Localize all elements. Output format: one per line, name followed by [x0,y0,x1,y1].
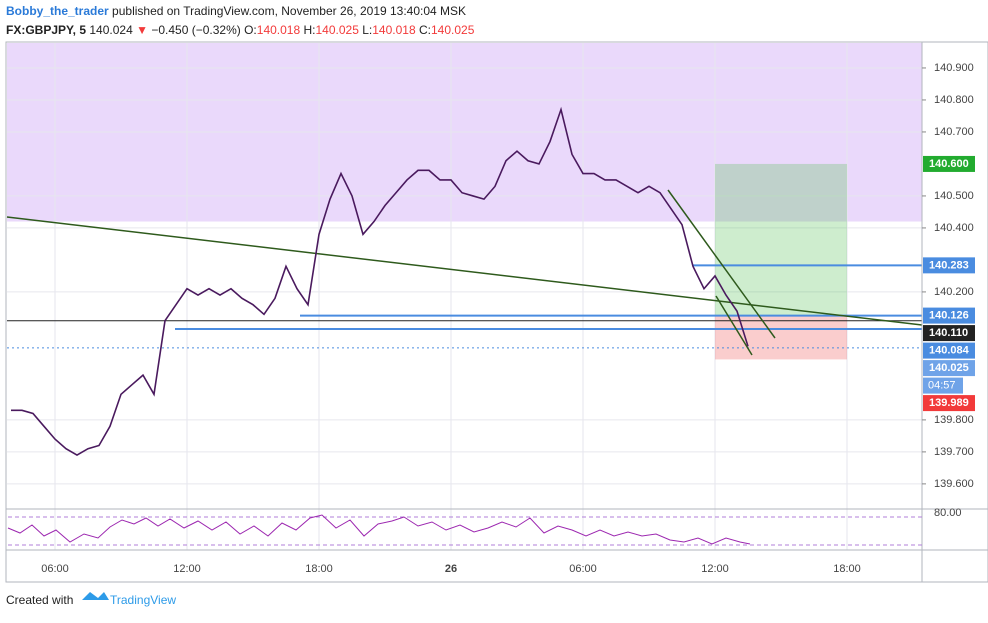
c-label: C: [419,23,431,37]
author[interactable]: Bobby_the_trader [6,4,109,18]
high: 140.025 [316,23,360,37]
l-label: L: [362,23,372,37]
price-label-box [923,257,975,274]
x-tick-label: 12:00 [701,563,729,575]
created-with: Created with [6,593,73,607]
price-label: 139.989 [929,397,969,409]
y-tick-label: 139.600 [934,478,974,490]
trend-line [715,295,753,356]
x-tick-label: 06:00 [41,563,69,575]
countdown: 04:57 [928,379,956,391]
last: 140.024 [89,23,133,37]
symbol-line: FX:GBPJPY, 5 140.024 ▼ −0.450 (−0.32%) O… [6,23,475,37]
rsi-level-label: 80.00 [934,507,962,519]
trend-line [667,189,776,339]
y-tick-label: 140.700 [934,126,974,138]
y-tick-label: 140.200 [934,286,974,298]
trend-line [6,216,923,326]
price-label: 140.025 [929,362,969,374]
header-line: Bobby_the_trader published on TradingVie… [6,4,466,18]
x-tick-label: 26 [445,563,457,575]
y-tick-label: 140.800 [934,94,974,106]
price-label-box [923,307,975,324]
change: −0.450 (−0.32%) [151,23,240,37]
open: 140.018 [257,23,301,37]
target-zone [715,163,847,316]
price-label: 140.600 [929,158,969,170]
y-tick-label: 140.900 [934,62,974,74]
h-label: H: [304,23,316,37]
x-tick-label: 18:00 [305,563,333,575]
price-label-box [923,342,975,359]
close: 140.025 [431,23,475,37]
price-label-box [923,325,975,342]
logo [82,592,109,600]
price-label: 140.110 [929,327,968,339]
low: 140.018 [372,23,416,37]
price-line [11,106,749,457]
arrow: ▼ [136,23,148,37]
x-tick-label: 06:00 [569,563,597,575]
o-label: O: [244,23,257,37]
symbol: FX:GBPJPY, 5 [6,23,86,37]
price-label-box [923,155,975,172]
brand[interactable]: TradingView [110,593,176,607]
countdown-box [923,377,963,394]
price-label: 140.084 [929,344,970,356]
y-tick-label: 140.500 [934,190,974,202]
y-tick-label: 139.700 [934,446,974,458]
stop-zone [715,315,847,360]
published: published on TradingView.com, November 2… [112,4,466,18]
price-label-box [923,395,975,412]
price-label: 140.283 [929,259,969,271]
y-tick-label: 139.800 [934,414,974,426]
x-tick-label: 12:00 [173,563,201,575]
y-tick-label: 140.400 [934,222,974,234]
rsi-line [7,514,751,545]
frame [5,41,988,583]
plot [6,43,923,550]
x-tick-label: 18:00 [833,563,861,575]
price-label-box [923,360,975,377]
price-label: 140.126 [929,309,969,321]
